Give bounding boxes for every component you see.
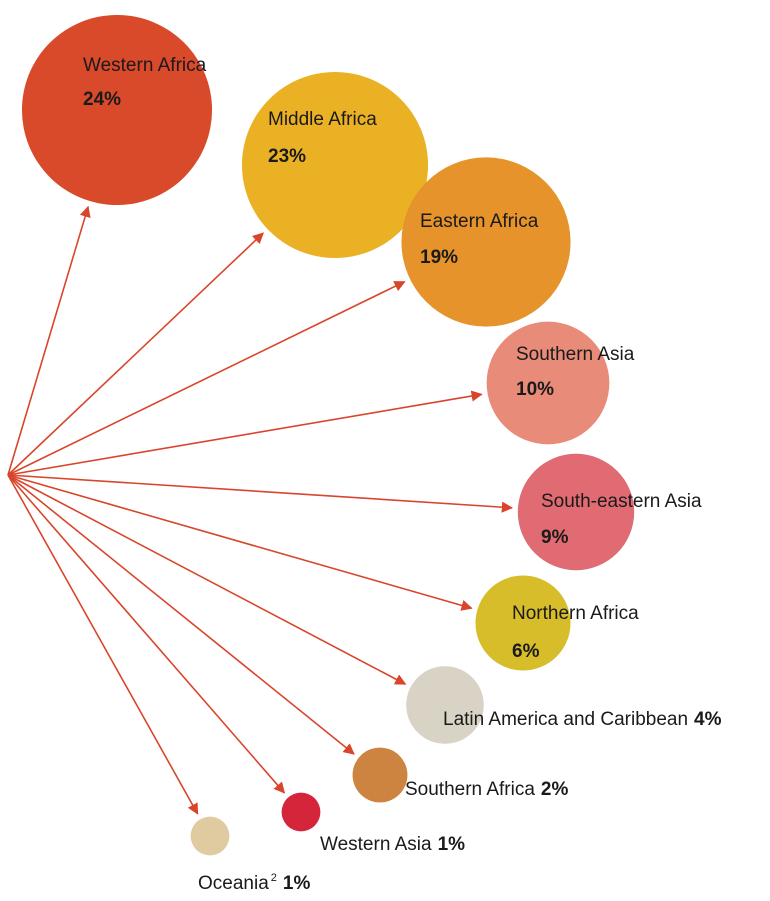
arrow (7, 390, 483, 476)
bubble (401, 157, 571, 327)
bubble-label: Western Asia 1% (320, 834, 465, 855)
bubble-label: Latin America and Caribbean 4% (443, 709, 722, 730)
category-name: Western Asia (320, 834, 432, 855)
category-name: Oceania (198, 873, 269, 894)
bubble (190, 816, 230, 856)
bubble (352, 747, 408, 803)
category-name: Latin America and Caribbean (443, 709, 688, 730)
value-label: 19% (420, 247, 458, 268)
bubble (475, 575, 571, 671)
value-label: 23% (268, 146, 306, 167)
bubble (281, 792, 321, 832)
bubble-label: South-eastern Asia (541, 491, 702, 512)
arrow (7, 474, 286, 794)
bubble (406, 666, 484, 744)
value-label: 2% (541, 779, 569, 800)
value-label: 9% (541, 527, 569, 548)
arrow (7, 474, 514, 513)
arrow (7, 474, 407, 685)
category-name: Southern Africa (405, 779, 535, 800)
bubble-label: Western Africa (83, 55, 207, 76)
arrow (7, 474, 473, 611)
value-label: 1% (283, 873, 311, 894)
bubble (517, 453, 635, 571)
superscript: 2 (271, 872, 277, 884)
value-label: 4% (694, 709, 722, 730)
bubble-label: Southern Africa 2% (405, 779, 568, 800)
arrow (7, 205, 91, 476)
bubble-label: Oceania 2 1% (198, 872, 310, 894)
arrow (7, 474, 355, 755)
arrow (7, 280, 406, 476)
bubble (241, 71, 429, 259)
bubble-label: Eastern Africa (420, 211, 539, 232)
bubble (21, 14, 213, 206)
bubble (486, 321, 610, 445)
value-label: 1% (438, 834, 466, 855)
bubble-label: Middle Africa (268, 109, 377, 130)
value-label: 6% (512, 641, 540, 662)
arrow (7, 232, 264, 476)
arrow (7, 474, 199, 815)
bubble-label: Northern Africa (512, 603, 639, 624)
value-label: 24% (83, 89, 121, 110)
value-label: 10% (516, 379, 554, 400)
bubble-label: Southern Asia (516, 344, 635, 365)
